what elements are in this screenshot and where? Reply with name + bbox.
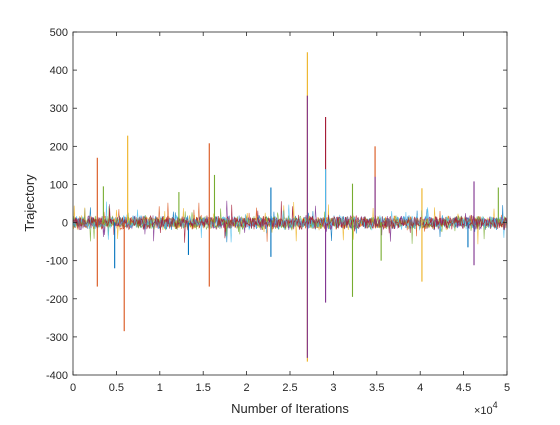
x-tick-label: 0.5	[109, 382, 124, 394]
plot-area-background	[73, 32, 507, 375]
trajectory-series	[72, 201, 508, 243]
x-tick-label: 0	[70, 382, 76, 394]
series-layer	[72, 200, 508, 245]
x-tick-label: 3	[330, 382, 336, 394]
x-exponent-power: 4	[493, 400, 498, 410]
x-ticks: 0 0.5 1 1.5 2 2.5 3 3.5 4 4.5 5	[70, 32, 510, 394]
x-exponent-base: ×10	[474, 405, 493, 417]
y-tick-label: -300	[46, 332, 68, 344]
y-tick-label: 100	[50, 179, 68, 191]
x-tick-label: 3.5	[369, 382, 384, 394]
x-tick-label: 4.5	[456, 382, 471, 394]
spike-layer	[96, 52, 499, 362]
x-tick-label: 1	[157, 382, 163, 394]
x-tick-label: 4	[417, 382, 423, 394]
y-tick-label: 200	[50, 141, 68, 153]
x-tick-label: 2.5	[282, 382, 297, 394]
x-tick-label: 1.5	[196, 382, 211, 394]
y-tick-label: 400	[50, 65, 68, 77]
x-tick-label: 2	[244, 382, 250, 394]
y-tick-label: -400	[46, 370, 68, 382]
y-tick-label: -200	[46, 294, 68, 306]
y-tick-label: -100	[46, 256, 68, 268]
y-tick-label: 300	[50, 103, 68, 115]
y-ticks: -400 -300 -200 -100 0 100 200 300 400 500	[46, 27, 507, 382]
x-tick-label: 5	[504, 382, 510, 394]
x-exponent-label: ×104	[474, 400, 498, 417]
y-tick-label: 0	[62, 218, 68, 230]
x-axis-label: Number of Iterations	[231, 401, 349, 416]
y-axis-label: Trajectory	[22, 174, 37, 232]
y-tick-label: 500	[50, 27, 68, 39]
